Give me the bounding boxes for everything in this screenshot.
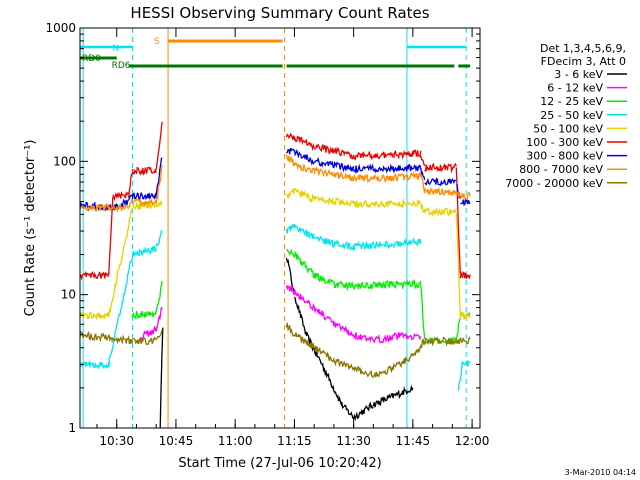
x-tick-label-4: 11:30 — [336, 434, 371, 448]
flag-label-rd0: RD0 — [82, 54, 101, 64]
x-tick-label-5: 11:45 — [396, 434, 431, 448]
x-tick-label-2: 11:00 — [218, 434, 253, 448]
timestamp-stamp: 3-Mar-2010 04:14 — [565, 468, 636, 477]
legend-entry-label-5: 100 - 300 keV — [526, 136, 603, 149]
plot-area: N S RD0 RD6 — [79, 28, 471, 429]
x-tick-label-6: 12:00 — [455, 434, 490, 448]
axes: 1 10 100 1000 10:30 10:45 11:00 11:15 11:30 11:45… — [45, 21, 489, 448]
legend: Det 1,3,4,5,6,9,FDecim 3, Att 03 - 6 keV… — [505, 42, 627, 190]
plot-frame — [79, 27, 481, 429]
legend-entry-label-2: 12 - 25 keV — [540, 95, 603, 108]
series-line-3 — [79, 223, 471, 391]
legend-entry-label-6: 300 - 800 keV — [526, 150, 603, 163]
series-line-0 — [159, 257, 414, 429]
series-line-7 — [79, 154, 471, 213]
flag-label-rd6: RD6 — [112, 61, 131, 71]
x-tick-label-1: 10:45 — [159, 434, 194, 448]
y-tick-label-2: 100 — [53, 154, 76, 168]
legend-entry-label-0: 3 - 6 keV — [554, 68, 603, 81]
y-tick-label-0: 1 — [68, 421, 76, 435]
legend-entry-label-4: 50 - 100 keV — [533, 122, 603, 135]
y-tick-label-1: 10 — [61, 288, 76, 302]
series-line-6 — [79, 147, 471, 212]
y-tick-label-3: 1000 — [45, 21, 76, 35]
series-line-5 — [79, 121, 471, 281]
legend-header-1: FDecim 3, Att 0 — [541, 55, 626, 68]
x-tick-label-0: 10:30 — [99, 434, 134, 448]
legend-entry-label-8: 7000 - 20000 keV — [505, 177, 603, 190]
x-axis-label: Start Time (27-Jul-06 10:20:42) — [178, 456, 381, 471]
flag-label-n: N — [113, 44, 120, 54]
legend-entry-label-7: 800 - 7000 keV — [519, 163, 603, 176]
x-tick-label-3: 11:15 — [277, 434, 312, 448]
legend-entry-label-3: 25 - 50 keV — [540, 109, 603, 122]
legend-header-0: Det 1,3,4,5,6,9, — [540, 42, 626, 55]
series-line-8 — [79, 322, 471, 379]
series-line-1 — [139, 284, 422, 344]
flag-label-s: S — [154, 37, 160, 47]
y-axis-label: Count Rate (s⁻¹ detector⁻¹) — [23, 140, 38, 317]
chart-title: HESSI Observing Summary Count Rates — [130, 4, 429, 22]
legend-entry-label-1: 6 - 12 keV — [547, 82, 603, 95]
